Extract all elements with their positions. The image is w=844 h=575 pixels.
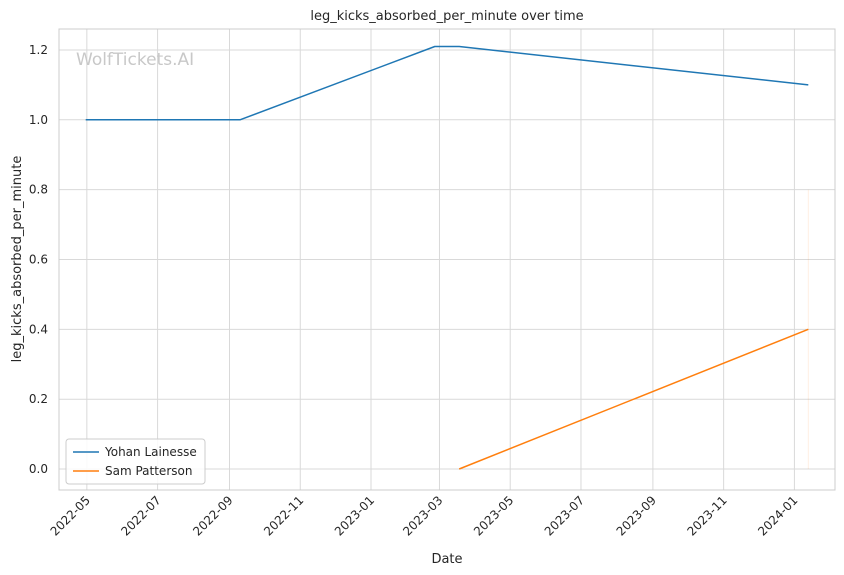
y-tick-label: 1.2	[29, 43, 48, 57]
y-axis-title: leg_kicks_absorbed_per_minute	[10, 156, 25, 363]
y-tick-label: 0.0	[29, 462, 48, 476]
y-tick-label: 0.6	[29, 253, 48, 267]
x-tick-label: 2022-11	[261, 493, 306, 538]
x-axis-title: Date	[431, 552, 462, 567]
series-line-sam-patterson	[458, 328, 809, 470]
y-tick-label: 0.8	[29, 183, 48, 197]
series-lines	[85, 45, 809, 470]
legend-label-sam-patterson: Sam Patterson	[105, 464, 192, 478]
x-tick-label: 2023-11	[684, 493, 729, 538]
x-tick-label: 2023-07	[542, 493, 587, 538]
x-tick-label: 2023-05	[471, 493, 516, 538]
x-tick-label: 2022-05	[48, 493, 93, 538]
legend-box	[65, 438, 206, 485]
x-tick-label: 2022-09	[190, 493, 235, 538]
series-line-yohan-lainesse	[85, 45, 809, 121]
legend-label-yohan-lainesse: Yohan Lainesse	[104, 445, 197, 459]
x-tick-label: 2023-09	[614, 493, 659, 538]
x-tick-label: 2023-01	[332, 493, 377, 538]
x-tick-label: 2024-01	[755, 493, 800, 538]
x-tick-label: 2022-07	[118, 493, 163, 538]
x-tick-label: 2023-03	[400, 493, 445, 538]
y-tick-label: 0.4	[29, 322, 48, 336]
x-tick-labels: 2022-05 2022-07 2022-09 2022-11 2023-01 2023-…	[48, 493, 801, 538]
y-tick-labels: 0.0 0.2 0.4 0.6 0.8 1.0 1.2	[29, 43, 48, 476]
plot-frame	[58, 28, 836, 491]
watermark: WolfTickets.AI	[76, 50, 194, 70]
y-tick-label: 1.0	[29, 113, 48, 127]
y-tick-label: 0.2	[29, 392, 48, 406]
legend: Yohan Lainesse Sam Patterson	[65, 438, 206, 485]
chart-title: leg_kicks_absorbed_per_minute over time	[310, 9, 583, 24]
grid	[59, 29, 835, 490]
